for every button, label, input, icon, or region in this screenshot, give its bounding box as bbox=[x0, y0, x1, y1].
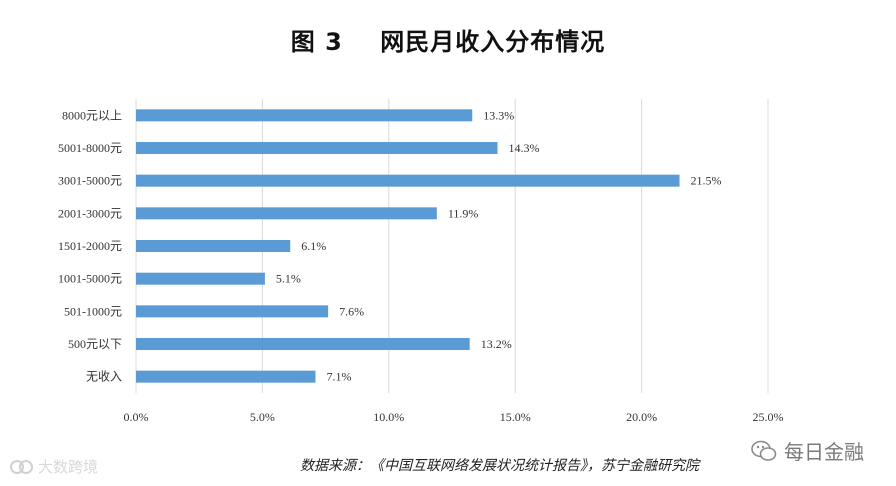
data-label: 14.3% bbox=[509, 141, 540, 155]
bar bbox=[136, 338, 470, 350]
data-label: 13.3% bbox=[483, 108, 514, 122]
bar bbox=[136, 174, 680, 187]
data-label: 5.1% bbox=[276, 272, 301, 286]
x-tick-label: 5.0% bbox=[250, 410, 275, 424]
category-label: 无收入 bbox=[86, 370, 122, 384]
category-label: 501-1000元 bbox=[64, 304, 122, 318]
bars bbox=[136, 109, 680, 383]
x-tick-label: 25.0% bbox=[753, 410, 784, 424]
watermark-logo-icon bbox=[10, 459, 33, 474]
data-label: 13.2% bbox=[481, 337, 512, 351]
bar bbox=[136, 207, 437, 220]
bar bbox=[136, 240, 291, 252]
bar bbox=[136, 142, 498, 154]
x-tick-label: 10.0% bbox=[373, 410, 404, 424]
data-label: 11.9% bbox=[448, 206, 479, 220]
bar bbox=[136, 370, 316, 383]
wechat-icon bbox=[751, 440, 777, 461]
category-label: 1501-2000元 bbox=[58, 239, 122, 253]
chart-title: 图 3 网民月收入分布情况 bbox=[290, 28, 606, 56]
category-labels: 8000元以上 5001-8000元 3001-5000元 2001-3000元 150… bbox=[58, 108, 122, 383]
data-label: 7.6% bbox=[339, 304, 364, 318]
bar bbox=[136, 109, 473, 122]
category-label: 5001-8000元 bbox=[58, 141, 122, 155]
x-tick-labels: 0.0% 5.0% 10.0% 15.0% 20.0% 25.0% bbox=[124, 410, 784, 424]
category-label: 8000元以上 bbox=[62, 108, 122, 122]
category-label: 500元以下 bbox=[68, 337, 122, 351]
data-label: 7.1% bbox=[326, 370, 351, 384]
x-tick-label: 20.0% bbox=[626, 410, 657, 424]
category-label: 3001-5000元 bbox=[58, 174, 122, 188]
watermark-right: 每日金融 bbox=[750, 436, 864, 465]
bar bbox=[136, 305, 329, 318]
watermark-right-text: 每日金融 bbox=[784, 440, 864, 464]
x-tick-label: 0.0% bbox=[124, 410, 149, 424]
category-label: 1001-5000元 bbox=[58, 272, 122, 286]
watermark-left: 大数跨境 bbox=[8, 456, 98, 477]
source-note: 数据来源：《中国互联网络发展状况统计报告》，苏宁金融研究院 bbox=[300, 458, 699, 474]
bar bbox=[136, 272, 265, 285]
value-labels: 13.3% 14.3% 21.5% 11.9% 6.1% 5.1% 7.6% 13.2% 7.1… bbox=[276, 108, 722, 383]
data-label: 6.1% bbox=[301, 239, 326, 253]
data-label: 21.5% bbox=[691, 174, 722, 188]
watermark-left-text: 大数跨境 bbox=[38, 458, 99, 476]
category-label: 2001-3000元 bbox=[58, 206, 122, 220]
x-tick-label: 15.0% bbox=[500, 410, 531, 424]
